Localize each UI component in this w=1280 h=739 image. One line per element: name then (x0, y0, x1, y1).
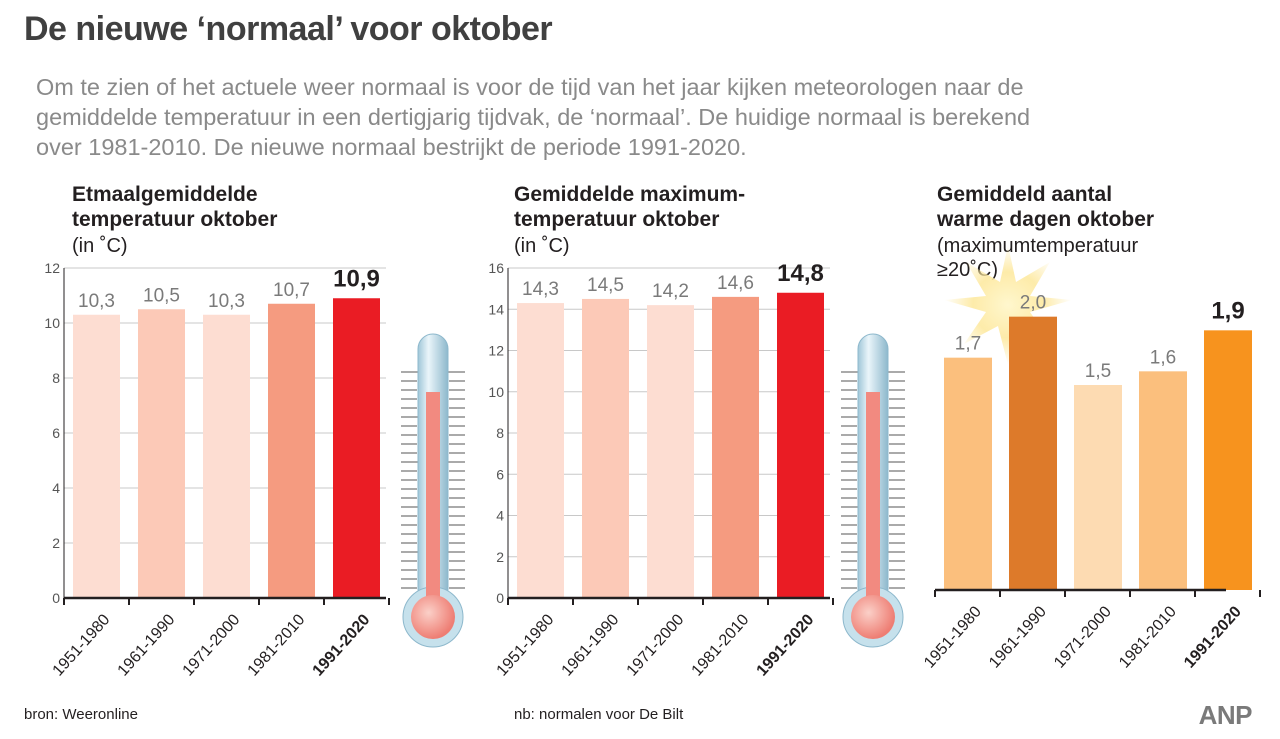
data-label: 10,3 (208, 291, 245, 312)
thermometer-mercury (866, 392, 880, 607)
chart-2-title-line-2: temperatuur oktober (514, 208, 720, 231)
bar-1991-2020 (1204, 330, 1252, 590)
bar-1971-2000 (647, 305, 694, 598)
page-title: De nieuwe ‘normaal’ voor oktober (24, 10, 553, 48)
x-tick-label: 1961-1990 (986, 603, 1050, 671)
data-label: 1,5 (1085, 361, 1111, 382)
data-label: 10,5 (143, 285, 180, 306)
intro-line-1: Om te zien of het actuele weer normaal i… (36, 74, 1024, 100)
data-label: 14,8 (777, 260, 824, 287)
source-note: bron: Weeronline (24, 706, 138, 723)
y-tick-label: 12 (44, 260, 60, 276)
chart-2-unit: (in ˚C) (514, 235, 570, 257)
x-tick-label: 1981-2010 (245, 611, 309, 679)
y-tick-label: 6 (496, 466, 504, 482)
data-label: 10,7 (273, 280, 310, 301)
chart-2-title-line-1: Gemiddelde maximum- (514, 183, 746, 206)
bar-1981-2010 (712, 296, 759, 598)
intro-line-3: over 1981-2010. De nieuwe normaal bestri… (36, 134, 747, 160)
anp-logo: ANP (1198, 700, 1253, 730)
x-tick-label: 1951-1980 (494, 611, 558, 679)
chart-3-title-line-2: warme dagen oktober (937, 208, 1155, 231)
chart-1-title-line-1: Etmaalgemiddelde (72, 183, 258, 206)
bar-1951-1980 (73, 314, 120, 598)
bar-1961-1990 (582, 298, 629, 598)
chart-3-title: Gemiddeld aantal warme dagen oktober (937, 182, 1154, 232)
x-tick-label: 1951-1980 (50, 611, 114, 679)
bar-1961-1990 (138, 309, 185, 598)
y-tick-label: 4 (52, 480, 60, 496)
x-tick-label: 1951-1980 (921, 603, 985, 671)
x-tick-label: 1991-2020 (1181, 603, 1245, 671)
chart-3-title-line-1: Gemiddeld aantal (937, 183, 1113, 206)
bar-1991-2020 (777, 292, 824, 598)
x-tick-label: 1971-2000 (1051, 603, 1115, 671)
x-tick-label: 1971-2000 (624, 611, 688, 679)
data-label: 1,7 (955, 334, 981, 355)
x-tick-label: 1971-2000 (180, 611, 244, 679)
y-tick-label: 10 (44, 315, 60, 331)
chart-3: 1,7 1951-1980 2,0 1961-1990 1,5 1971-2000 1,6 1… (921, 293, 1261, 672)
bar-1991-2020 (333, 298, 380, 598)
x-tick-label: 1991-2020 (754, 611, 818, 679)
bar-1961-1990 (1009, 316, 1057, 590)
chart-1-unit: (in ˚C) (72, 235, 128, 257)
bar-1971-2000 (203, 314, 250, 598)
data-label: 10,9 (333, 265, 380, 292)
data-label: 10,3 (78, 291, 115, 312)
chart-3-unit-line-1: (maximumtemperatuur (937, 235, 1139, 257)
data-label: 14,2 (652, 281, 689, 302)
bar-1971-2000 (1074, 385, 1122, 590)
y-tick-label: 0 (496, 590, 504, 606)
x-tick-label: 1961-1990 (559, 611, 623, 679)
data-label: 14,6 (717, 273, 754, 294)
y-tick-label: 0 (52, 590, 60, 606)
y-tick-label: 8 (52, 370, 60, 386)
chart-1-title-line-2: temperatuur oktober (72, 208, 278, 231)
x-tick-label: 1981-2010 (1116, 603, 1180, 671)
chart-2: 024681012141614,31951-198014,51961-19901… (488, 260, 834, 680)
intro-text: Om te zien of het actuele weer normaal i… (36, 72, 1246, 162)
y-tick-label: 12 (488, 343, 504, 359)
y-tick-label: 2 (496, 549, 504, 565)
x-tick-label: 1991-2020 (310, 611, 374, 679)
intro-line-2: gemiddelde temperatuur in een dertigjari… (36, 104, 1031, 130)
thermometer-icon-1 (401, 333, 465, 648)
bar-1981-2010 (1139, 371, 1187, 590)
bar-1981-2010 (268, 303, 315, 598)
bar-1951-1980 (944, 357, 992, 590)
x-tick-label: 1981-2010 (689, 611, 753, 679)
bar-1951-1980 (517, 303, 564, 598)
thermometer-bulb (851, 595, 895, 639)
thermometer-mercury (426, 392, 440, 607)
data-label: 14,3 (522, 279, 559, 300)
thermometer-bulb (411, 595, 455, 639)
data-label: 1,9 (1211, 297, 1244, 324)
data-label: 1,6 (1150, 347, 1176, 368)
footnote: nb: normalen voor De Bilt (514, 706, 684, 723)
chart-1: 0 2 4 6 8 10 12 10,3 1951-1980 10,5 1961-1990 10,3 1… (44, 260, 390, 680)
y-tick-label: 6 (52, 425, 60, 441)
data-label: 14,5 (587, 275, 624, 296)
y-tick-label: 10 (488, 384, 504, 400)
y-tick-label: 4 (496, 508, 504, 524)
y-tick-label: 8 (496, 425, 504, 441)
x-tick-label: 1961-1990 (115, 611, 179, 679)
y-tick-label: 2 (52, 535, 60, 551)
data-label: 2,0 (1020, 293, 1046, 314)
y-tick-label: 16 (488, 260, 504, 276)
chart-2-title: Gemiddelde maximum- temperatuur oktober (514, 182, 745, 232)
y-tick-label: 14 (488, 301, 504, 317)
thermometer-icon-2 (841, 333, 905, 648)
chart-1-title: Etmaalgemiddelde temperatuur oktober (72, 182, 277, 232)
